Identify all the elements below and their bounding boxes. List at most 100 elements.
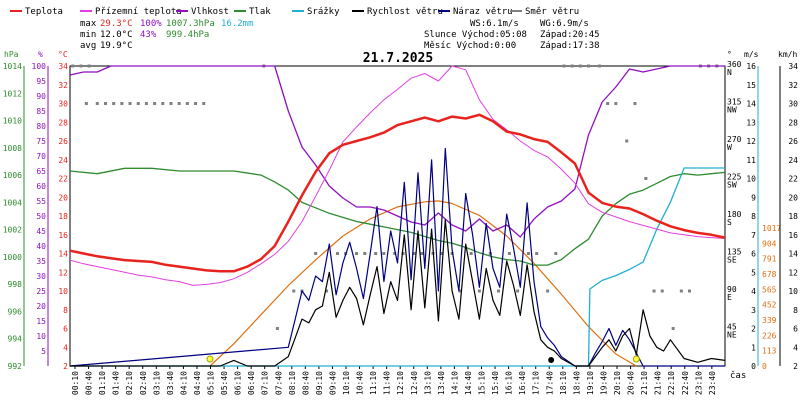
wind-direction-point xyxy=(614,102,618,105)
wind-direction-point xyxy=(144,102,148,105)
wind-direction-point xyxy=(507,252,511,255)
wind-direction-point xyxy=(587,64,591,68)
x-tick-label: 07:10 xyxy=(261,371,270,395)
wind-direction-point xyxy=(633,102,637,105)
temperature-unit: °C xyxy=(58,50,68,59)
wind-direction-point xyxy=(546,289,550,293)
wind-direction-point xyxy=(382,252,386,255)
sun-rise: Slunce Východ:05:08 xyxy=(424,30,527,40)
wind-direction-point xyxy=(688,289,692,293)
x-tick-label: 10:10 xyxy=(342,371,351,395)
humidity-tick: 65 xyxy=(36,167,46,176)
moonset-marker xyxy=(548,357,555,363)
wind-speed-tick: 2 xyxy=(751,325,756,334)
humidity-tick: 20 xyxy=(36,302,46,311)
wind-direction-point xyxy=(355,252,359,255)
wind-direction-point xyxy=(412,252,416,255)
pressure-tick: 1004 xyxy=(3,198,22,207)
x-tick-label: 14:40 xyxy=(464,371,473,395)
wind-direction-point xyxy=(314,252,318,255)
wind-direction-point xyxy=(578,64,582,68)
solar-tick: 339 xyxy=(762,316,777,325)
wind-direction-point xyxy=(128,102,132,105)
pressure-tick: 998 xyxy=(8,280,23,289)
x-tick-label: 19:40 xyxy=(599,371,608,395)
wind-kmh-tick: 8 xyxy=(793,306,798,315)
wind-kmh-tick: 12 xyxy=(788,268,798,277)
moon-rise: Měsíc Východ:0:00 xyxy=(424,41,516,51)
x-tick-label: 16:40 xyxy=(518,371,527,395)
temperature-tick: 2 xyxy=(63,362,68,371)
x-tick-label: 10:40 xyxy=(356,371,365,395)
x-tick-label: 21:40 xyxy=(654,371,663,395)
x-tick-label: 20:40 xyxy=(627,371,636,395)
humidity-tick: 25 xyxy=(36,287,46,296)
direction-tick-deg: 225 xyxy=(727,173,742,182)
temperature-tick: 4 xyxy=(63,343,68,352)
x-tick-label: 12:10 xyxy=(396,371,405,395)
wind-speed-unit: m/s xyxy=(744,50,759,59)
wind-direction-point xyxy=(671,327,675,330)
wind-kmh-tick: 6 xyxy=(793,325,798,334)
wind-speed-tick: 12 xyxy=(746,137,756,146)
wind-direction-point xyxy=(450,252,454,255)
temperature-line xyxy=(69,113,726,273)
wind-speed-info: WS:6.1m/s xyxy=(470,19,519,29)
x-tick-label: 23:40 xyxy=(708,371,717,395)
x-tick-label: 11:10 xyxy=(369,371,378,395)
max-rain: 16.2mm xyxy=(221,19,254,29)
temperature-tick: 8 xyxy=(63,306,68,315)
rain-line xyxy=(70,167,725,367)
humidity-tick: 45 xyxy=(36,227,46,236)
wind-direction-point xyxy=(469,252,473,255)
wind-kmh-tick: 10 xyxy=(788,287,798,296)
humidity-tick: 5 xyxy=(41,347,46,356)
temperature-tick: 6 xyxy=(63,325,68,334)
wind-kmh-tick: 18 xyxy=(788,212,798,221)
x-tick-label: 01:10 xyxy=(98,371,107,395)
legend-label-5: Rychlost větru xyxy=(367,7,443,17)
humidity-tick: 95 xyxy=(36,77,46,86)
x-tick-label: 05:40 xyxy=(220,371,229,395)
wind-kmh-tick: 28 xyxy=(788,118,798,127)
wind-kmh-tick: 30 xyxy=(788,100,798,109)
legend-label-1: Přízemní teplota xyxy=(95,7,182,17)
temperature-tick: 20 xyxy=(58,193,68,202)
min-temp: 12.0°C xyxy=(100,30,133,40)
direction-tick-deg: 180 xyxy=(727,210,742,219)
wind-direction-point xyxy=(597,64,601,68)
temperature-tick: 24 xyxy=(58,156,68,165)
wind-direction-point xyxy=(420,252,424,255)
x-tick-label: 09:40 xyxy=(328,371,337,395)
stats-panel: max 29.3°C 100% 1007.3hPa 16.2mm min 12.… xyxy=(80,19,254,51)
legend-label-6: Náraz větru xyxy=(453,7,513,17)
x-tick-label: 07:40 xyxy=(274,371,283,395)
temperature-tick: 28 xyxy=(58,118,68,127)
x-tick-label: 22:10 xyxy=(667,371,676,395)
wind-gust-line xyxy=(69,147,725,367)
x-tick-label: 04:40 xyxy=(193,371,202,395)
pressure-tick: 994 xyxy=(8,335,23,344)
x-tick-label: 19:10 xyxy=(586,371,595,395)
wind-kmh-tick: 22 xyxy=(788,175,798,184)
pressure-tick: 1010 xyxy=(3,117,22,126)
x-tick-label: 08:10 xyxy=(288,371,297,395)
humidity-unit: % xyxy=(38,50,43,59)
wind-speed-tick: 13 xyxy=(746,118,756,127)
x-tick-label: 03:40 xyxy=(166,371,175,395)
x-tick-label: 17:40 xyxy=(545,371,554,395)
temperature-tick: 26 xyxy=(58,137,68,146)
legend: Teplota Přízemní teplota Vlhkost Tlak Srážky… xyxy=(10,7,579,17)
x-tick-label: 14:10 xyxy=(450,371,459,395)
wind-direction-point xyxy=(516,289,520,293)
wind-direction-point xyxy=(570,64,574,68)
legend-label-0: Teplota xyxy=(25,7,63,17)
pressure-tick: 1002 xyxy=(3,226,22,235)
x-tick-label: 06:10 xyxy=(234,371,243,395)
wind-speed-tick: 8 xyxy=(751,212,756,221)
solar-tick: 678 xyxy=(762,270,777,279)
direction-tick-deg: 315 xyxy=(727,98,742,107)
legend-label-7: Směr větru xyxy=(525,7,579,17)
wind-direction-point xyxy=(652,289,656,293)
wind-direction-point xyxy=(335,252,339,255)
